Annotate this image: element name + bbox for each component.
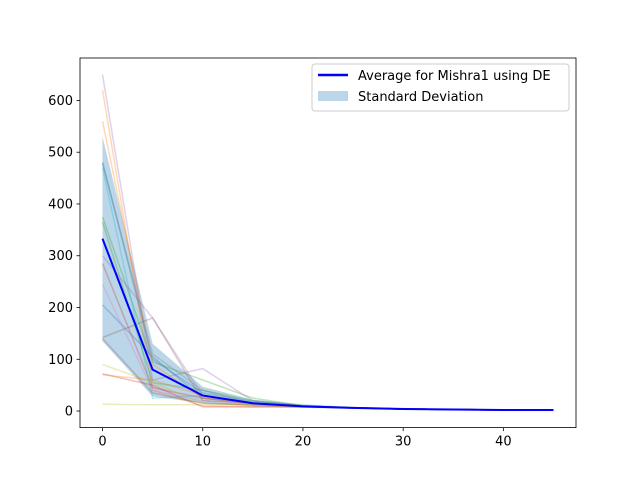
legend: Average for Mishra1 using DE Standard De… [311,63,570,112]
x-tick-label: 30 [395,435,412,450]
axes-frame [79,57,577,429]
y-tick-label: 500 [48,146,73,161]
legend-std-label: Standard Deviation [358,90,483,105]
average-line [101,238,554,411]
x-tick-label: 20 [295,435,312,450]
x-tick-label: 0 [98,435,106,450]
std-band-layer [102,136,554,411]
std-band [102,136,554,411]
legend-box [311,63,570,112]
average-line-layer [101,238,554,411]
x-tick-label: 40 [495,435,512,450]
legend-average-label: Average for Mishra1 using DE [358,69,551,84]
y-tick-label: 100 [48,353,73,368]
y-tick-label: 400 [48,197,73,212]
plot-area [101,74,554,411]
x-tick-label: 10 [194,435,211,450]
x-axis-ticks: 0 10 20 30 40 [98,427,512,450]
y-tick-label: 300 [48,249,73,264]
y-axis-ticks: 0 100 200 300 400 500 600 [48,94,80,420]
y-tick-label: 0 [65,405,73,420]
y-tick-label: 600 [48,94,73,109]
legend-std-swatch [318,91,348,101]
y-tick-label: 200 [48,301,73,316]
